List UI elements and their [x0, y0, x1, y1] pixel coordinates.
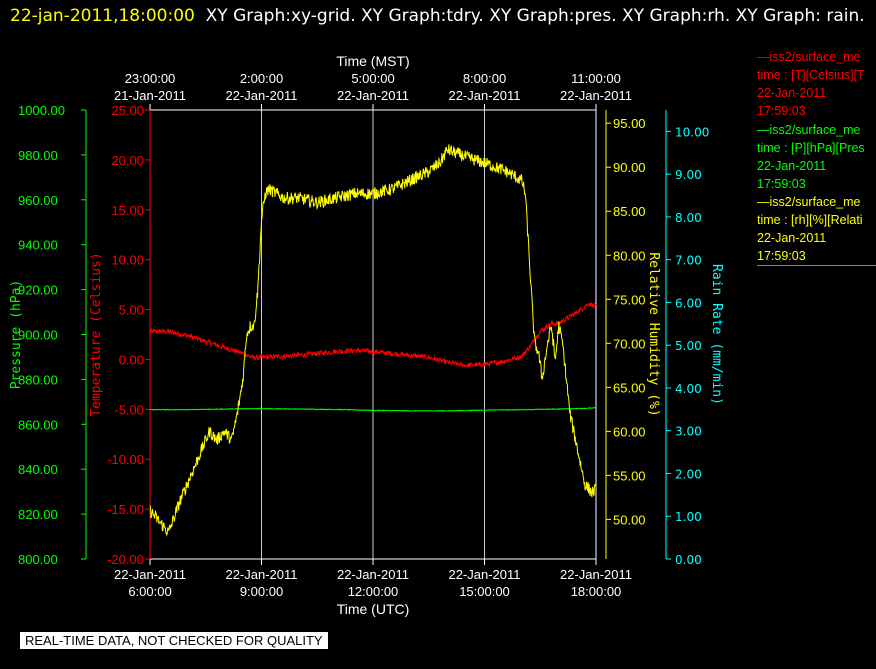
pres-tick-label: 840.00	[18, 462, 58, 477]
tdry-tick-label: 10.00	[111, 253, 144, 268]
top-tick-label-date: 22-Jan-2011	[560, 88, 632, 103]
legend-humidity: —iss2/surface_me time : [rh][%][Relati 2…	[757, 193, 876, 266]
top-tick-label-date: 22-Jan-2011	[225, 88, 297, 103]
top-tick-label-date: 21-Jan-2011	[114, 88, 186, 103]
legend-line4: 17:59:03	[757, 104, 806, 118]
x-axis-label-mst: Time (MST)	[336, 53, 409, 69]
x-tick-label-time: 18:00:00	[571, 584, 622, 599]
x-tick-label-date: 22-Jan-2011	[337, 567, 409, 582]
rain-tick-label: 9.00	[675, 168, 702, 182]
tdry-axis-title: Temperature (Celsius)	[89, 252, 104, 416]
rain-tick-label: 10.00	[675, 125, 709, 139]
graph-titles: XY Graph:xy-grid. XY Graph:tdry. XY Grap…	[205, 6, 865, 26]
tdry-tick-label: -5.00	[114, 402, 144, 417]
legend-pressure: —iss2/surface_me time : [P][hPa][Pres 22…	[757, 121, 876, 193]
rh-tick-label: 95.00	[613, 116, 646, 131]
tdry-tick-label: -10.00	[107, 452, 144, 467]
graph-title-bar: 22-jan-2011,18:00:00 XY Graph:xy-grid. X…	[10, 2, 870, 30]
pres-tick-label: 960.00	[18, 193, 58, 208]
legend-temperature: —iss2/surface_me time : [T][Celsius][T 2…	[757, 48, 876, 120]
top-tick-label-date: 22-Jan-2011	[448, 88, 520, 103]
rh-tick-label: 90.00	[613, 160, 646, 175]
rain-tick-label: 5.00	[675, 339, 702, 353]
rain-tick-label: 4.00	[675, 382, 702, 396]
tdry-tick-label: -15.00	[107, 502, 144, 517]
rh-series-line	[149, 144, 597, 537]
pres-tick-label: 920.00	[18, 283, 58, 298]
legend-line1: —iss2/surface_me	[757, 50, 861, 64]
pres-tick-label: 1000.00	[18, 103, 65, 118]
rh-tick-label: 60.00	[613, 424, 646, 439]
pres-tick-label: 940.00	[18, 238, 58, 253]
legend-entry-temperature: —iss2/surface_me time : [T][Celsius][T 2…	[757, 48, 876, 120]
rain-tick-label: 6.00	[675, 296, 702, 310]
tdry-tick-label: 15.00	[111, 203, 144, 218]
legend-line2: time : [P][hPa][Pres	[757, 141, 865, 155]
pres-tick-label: 820.00	[18, 507, 58, 522]
rh-tick-label: 85.00	[613, 204, 646, 219]
top-tick-label-time: 5:00:00	[351, 71, 394, 86]
timestamp: 22-jan-2011,18:00:00	[10, 6, 195, 26]
rh-tick-label: 80.00	[613, 248, 646, 263]
x-tick-label-date: 22-Jan-2011	[448, 567, 520, 582]
legend-line1: —iss2/surface_me	[757, 195, 861, 209]
pres-tick-label: 900.00	[18, 328, 58, 343]
tdry-tick-label: -20.00	[107, 552, 144, 567]
legend-line3: 22-Jan-2011	[757, 231, 827, 245]
legend-line2: time : [rh][%][Relati	[757, 213, 863, 227]
x-tick-label-time: 15:00:00	[459, 584, 510, 599]
quality-notice: REAL-TIME DATA, NOT CHECKED FOR QUALITY	[20, 632, 328, 649]
pres-series-line	[149, 407, 597, 412]
tdry-tick-label: 25.00	[111, 103, 144, 118]
tdry-tick-label: 5.00	[119, 303, 144, 318]
legend-line3: 22-Jan-2011	[757, 86, 827, 100]
x-tick-label-time: 12:00:00	[348, 584, 399, 599]
rain-tick-label: 0.00	[675, 553, 702, 567]
x-tick-label-time: 6:00:00	[128, 584, 171, 599]
rain-tick-label: 3.00	[675, 425, 702, 439]
pres-axis-title: Pressure (hPa)	[9, 280, 24, 390]
legend-line4: 17:59:03	[757, 177, 806, 191]
rain-tick-label: 1.00	[675, 510, 702, 524]
top-tick-label-time: 23:00:00	[125, 71, 176, 86]
rh-tick-label: 50.00	[613, 512, 646, 527]
rh-tick-label: 65.00	[613, 380, 646, 395]
tdry-tick-label: 20.00	[111, 153, 144, 168]
top-tick-label-date: 22-Jan-2011	[337, 88, 409, 103]
tdry-tick-label: 0.00	[119, 352, 144, 367]
top-tick-label-time: 11:00:00	[571, 71, 621, 86]
rh-tick-label: 70.00	[613, 336, 646, 351]
x-tick-label-date: 22-Jan-2011	[114, 567, 186, 582]
x-tick-label-date: 22-Jan-2011	[560, 567, 632, 582]
pres-tick-label: 800.00	[18, 552, 58, 567]
legend-line2: time : [T][Celsius][T	[757, 68, 865, 82]
x-tick-label-time: 9:00:00	[240, 584, 283, 599]
x-axis-label-utc: Time (UTC)	[337, 601, 410, 617]
legend-line4: 17:59:03	[757, 249, 806, 263]
rh-tick-label: 75.00	[613, 292, 646, 307]
x-tick-label-date: 22-Jan-2011	[225, 567, 297, 582]
legend-entry-pressure: —iss2/surface_me time : [P][hPa][Pres 22…	[757, 121, 876, 193]
top-tick-label-time: 8:00:00	[463, 71, 506, 86]
rain-tick-label: 8.00	[675, 211, 702, 225]
pres-tick-label: 980.00	[18, 148, 58, 163]
tdry-series-line	[149, 301, 597, 369]
rain-tick-label: 7.00	[675, 254, 702, 268]
rain-axis-title: Rain Rate (mm/min)	[709, 264, 724, 405]
top-tick-label-time: 2:00:00	[240, 71, 283, 86]
rh-tick-label: 55.00	[613, 468, 646, 483]
legend-line3: 22-Jan-2011	[757, 159, 827, 173]
rain-tick-label: 2.00	[675, 467, 702, 481]
pres-tick-label: 880.00	[18, 372, 58, 387]
pres-tick-label: 860.00	[18, 417, 58, 432]
legend-entry-humidity: —iss2/surface_me time : [rh][%][Relati 2…	[757, 193, 876, 266]
rh-axis-title: Relative Humidity (%)	[646, 252, 661, 416]
legend-line1: —iss2/surface_me	[757, 123, 861, 137]
